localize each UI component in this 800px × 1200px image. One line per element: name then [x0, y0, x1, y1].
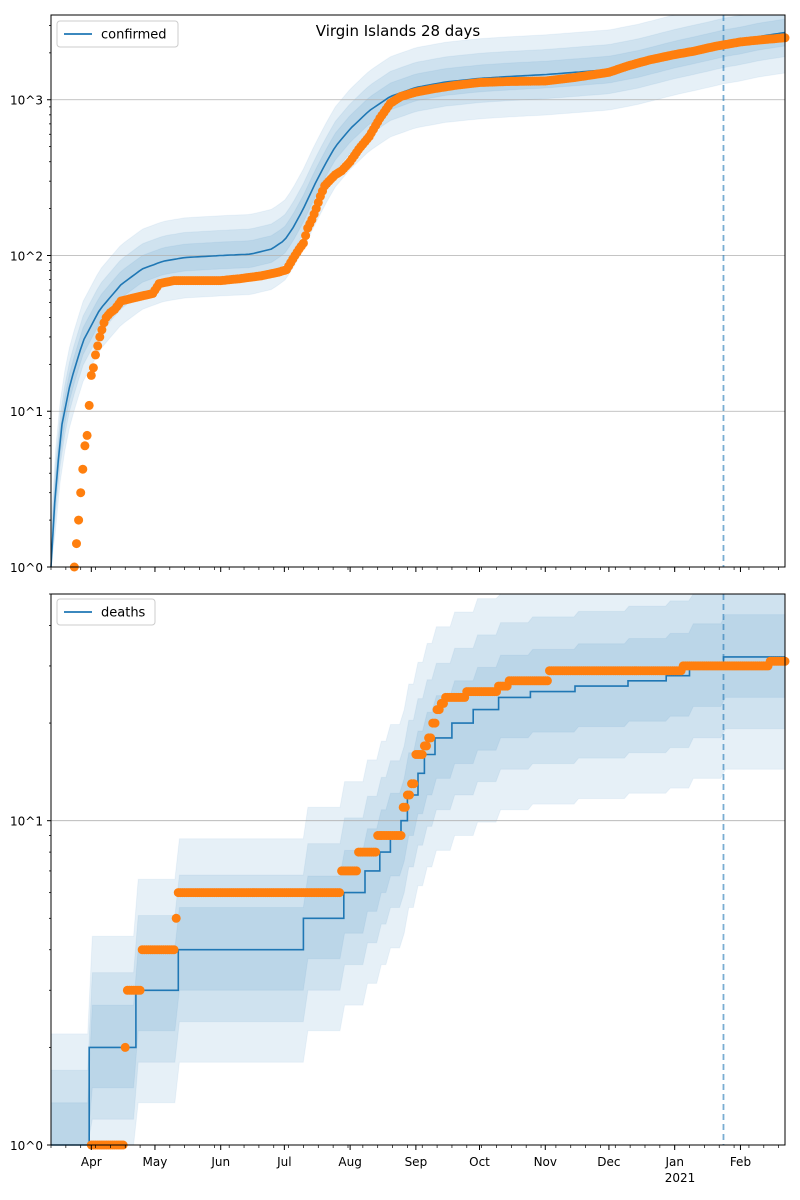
confirmed-ytick-label-1: 10^1: [10, 405, 43, 419]
figure-title: Virgin Islands 28 days: [316, 22, 481, 40]
confirmed-observed-dot: [82, 430, 92, 440]
x-tick-label-nov: Nov: [534, 1155, 557, 1169]
confirmed-ytick-label-3: 10^3: [10, 94, 43, 108]
confirmed-ytick-label-2: 10^2: [10, 249, 43, 263]
deaths-legend: deaths: [56, 598, 156, 626]
confirmed-y-axis: 10^0 10^1 10^2 10^3: [10, 25, 51, 575]
x-tick-label-oct: Oct: [469, 1155, 490, 1169]
deaths-observed-dot: [135, 985, 145, 995]
confirmed-observed-dot: [76, 488, 86, 498]
confirmed-legend-label: confirmed: [101, 28, 167, 43]
x-tick-label-aug: Aug: [338, 1155, 361, 1169]
confirmed-legend-box: [56, 20, 179, 48]
confirmed-legend: confirmed: [56, 20, 179, 48]
panel-confirmed: 10^010^110^210^3 Virgin Islands 28 days …: [10, 14, 790, 575]
confirmed-observed-dot: [298, 238, 308, 248]
deaths-ytick-label-1: 10^1: [10, 815, 43, 829]
confirmed-observed-dot: [84, 400, 94, 410]
deaths-observed-dot: [417, 750, 427, 759]
deaths-observed-dot: [422, 741, 431, 751]
deaths-legend-label: deaths: [101, 606, 146, 621]
confirmed-gridlines: [51, 99, 785, 412]
confirmed-observed-dots: [69, 33, 790, 572]
deaths-plot-frame: [50, 593, 786, 1146]
deaths-observed-dot: [335, 888, 344, 898]
x-tick-label-sep: Sep: [405, 1155, 428, 1169]
confirmed-observed-dot: [95, 332, 105, 342]
deaths-observed-dot: [405, 790, 414, 800]
confirmed-ytick-label-0: 10^0: [10, 561, 43, 575]
confirmed-observed-dot: [80, 441, 90, 451]
confirmed-observed-dot: [88, 363, 98, 373]
x-tick-label-jun: Jun: [210, 1155, 230, 1169]
x-year-label: 2021: [665, 1171, 696, 1185]
x-tick-label-may: May: [143, 1155, 168, 1169]
confirmed-observed-dot: [78, 464, 88, 474]
x-tick-label-apr: Apr: [81, 1155, 102, 1169]
deaths-observed-dot: [426, 733, 436, 743]
deaths-model-line: [51, 656, 785, 1146]
confirmed-plot-frame: [50, 14, 786, 568]
deaths-model-path: [51, 656, 785, 1146]
confirmed-observed-dot: [86, 370, 96, 380]
confirmed-observed-dot: [301, 231, 311, 241]
deaths-observed-dot: [352, 866, 361, 876]
x-tick-label-feb: Feb: [730, 1155, 751, 1169]
deaths-observed-dot: [430, 718, 440, 728]
confirmed-observed-dot: [91, 350, 100, 360]
deaths-observed-dot: [409, 779, 419, 789]
panel-deaths: 10^0 10^1 Apr May Jun Jul Aug Sep Oct Nov Dec Jan F…: [10, 593, 790, 1185]
deaths-observed-dot: [120, 1042, 130, 1052]
deaths-observed-dot: [171, 913, 181, 923]
x-tick-label-jul: Jul: [276, 1155, 291, 1169]
deaths-observed-dot: [400, 802, 410, 812]
deaths-observed-dot: [371, 847, 381, 857]
confirmed-observed-dot: [97, 325, 107, 335]
deaths-observed-dot: [396, 831, 406, 840]
confirmed-observed-dot: [72, 539, 81, 549]
x-tick-label-dec: Dec: [597, 1155, 620, 1169]
deaths-x-axis: Apr May Jun Jul Aug Sep Oct Nov Dec Jan Feb: [50, 1145, 779, 1169]
deaths-ytick-label-0: 10^0: [10, 1139, 43, 1153]
confirmed-observed-dot: [93, 341, 103, 351]
deaths-y-axis: 10^0 10^1: [10, 593, 51, 1153]
x-tick-label-jan: Jan: [664, 1155, 684, 1169]
deaths-observed-dot: [542, 676, 552, 686]
confirmed-observed-dot: [74, 515, 84, 525]
deaths-legend-box: [56, 598, 156, 626]
deaths-observed-dot: [169, 945, 179, 955]
